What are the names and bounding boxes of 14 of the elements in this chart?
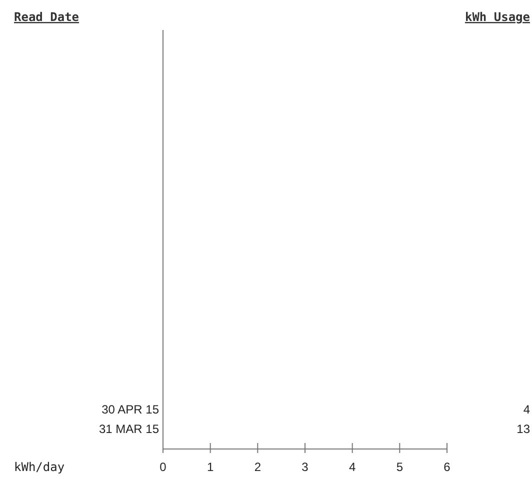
y2-axis-title: kWh Usage xyxy=(464,10,530,24)
x-tick-label: 4 xyxy=(348,460,356,474)
text: 4 xyxy=(523,402,530,416)
y-tick-label: 30 APR 15 xyxy=(102,402,160,416)
x-tick-label: 5 xyxy=(396,460,404,474)
x-axis-title: kWh/day xyxy=(14,460,65,474)
x-tick-label: 3 xyxy=(302,460,309,474)
x-tick-label: 2 xyxy=(254,460,262,474)
x-tick-label: 6 xyxy=(444,460,451,474)
text: 13 xyxy=(516,422,530,436)
y-axis-title: Read Date xyxy=(14,10,80,24)
y-tick-label: 31 MAR 15 xyxy=(98,422,160,436)
x-tick-label: 1 xyxy=(206,460,214,474)
x-tick-label: 0 xyxy=(160,460,167,474)
